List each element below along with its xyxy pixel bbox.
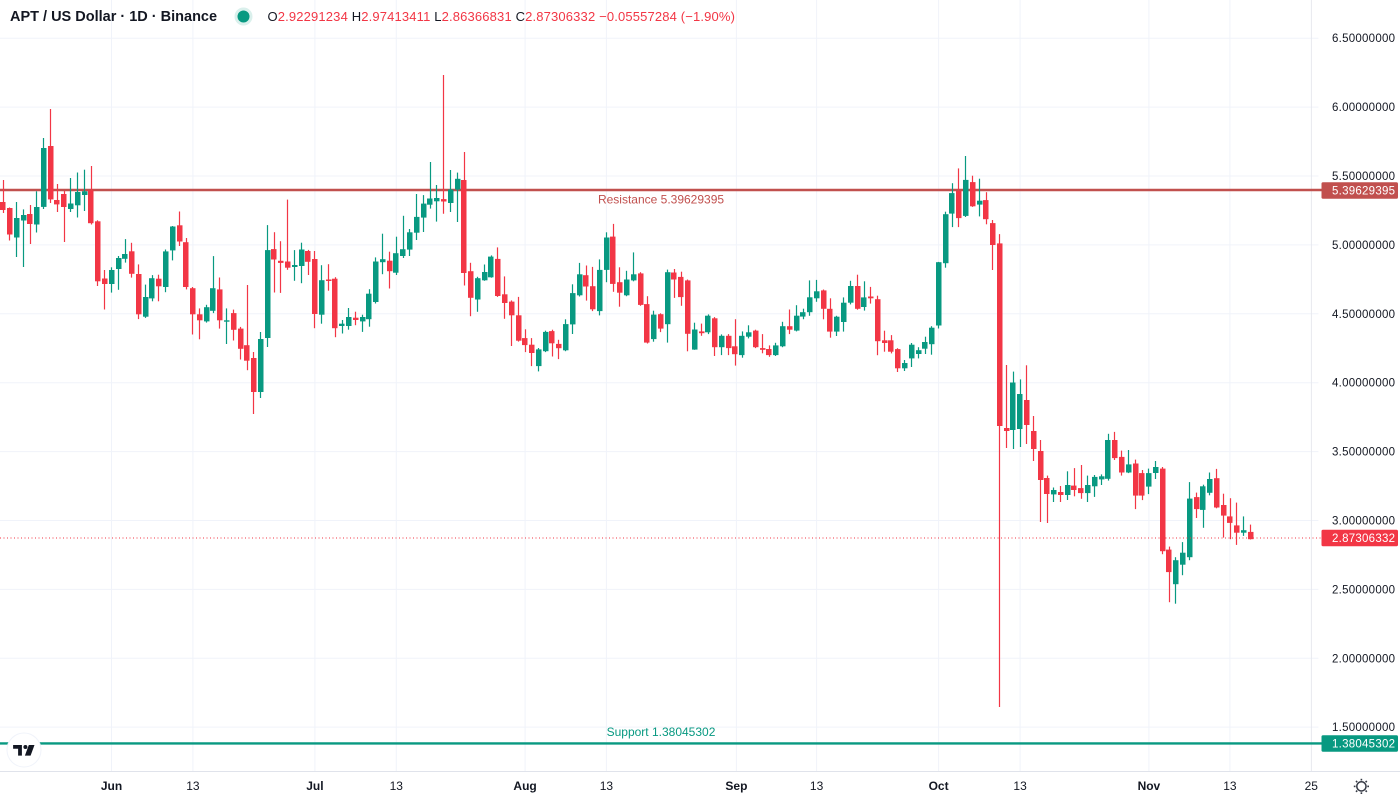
svg-text:13: 13 [1013, 779, 1027, 793]
svg-text:2.00000000: 2.00000000 [1332, 653, 1395, 665]
svg-text:13: 13 [810, 779, 824, 793]
svg-text:13: 13 [390, 779, 404, 793]
svg-text:13: 13 [186, 779, 200, 793]
svg-text:5.50000000: 5.50000000 [1332, 171, 1395, 183]
svg-text:Jun: Jun [101, 779, 122, 793]
svg-text:5.00000000: 5.00000000 [1332, 240, 1395, 252]
svg-text:Jul: Jul [306, 779, 323, 793]
svg-text:2.50000000: 2.50000000 [1332, 584, 1395, 596]
svg-text:2.87306332: 2.87306332 [1332, 533, 1395, 545]
svg-text:6.50000000: 6.50000000 [1332, 33, 1395, 45]
svg-text:3.00000000: 3.00000000 [1332, 516, 1395, 528]
svg-text:O2.92291234 H2.97413411 L2.863: O2.92291234 H2.97413411 L2.86366831 C2.8… [268, 9, 736, 24]
svg-text:Aug: Aug [513, 779, 536, 793]
svg-text:6.00000000: 6.00000000 [1332, 102, 1395, 114]
svg-text:Support 1.38045302: Support 1.38045302 [607, 725, 716, 739]
svg-text:Nov: Nov [1138, 779, 1161, 793]
svg-text:13: 13 [600, 779, 614, 793]
svg-text:3.50000000: 3.50000000 [1332, 447, 1395, 459]
svg-text:4.50000000: 4.50000000 [1332, 309, 1395, 321]
svg-text:25: 25 [1305, 779, 1319, 793]
svg-text:4.00000000: 4.00000000 [1332, 378, 1395, 390]
svg-text:1.38045302: 1.38045302 [1332, 738, 1395, 750]
svg-text:1.50000000: 1.50000000 [1332, 722, 1395, 734]
svg-text:13: 13 [1223, 779, 1237, 793]
svg-text:Oct: Oct [929, 779, 949, 793]
svg-text:APT / US Dollar · 1D · Binance: APT / US Dollar · 1D · Binance [10, 9, 217, 25]
svg-text:Sep: Sep [725, 779, 747, 793]
svg-text:5.39629395: 5.39629395 [1332, 186, 1395, 198]
svg-text:Resistance 5.39629395: Resistance 5.39629395 [598, 193, 724, 207]
